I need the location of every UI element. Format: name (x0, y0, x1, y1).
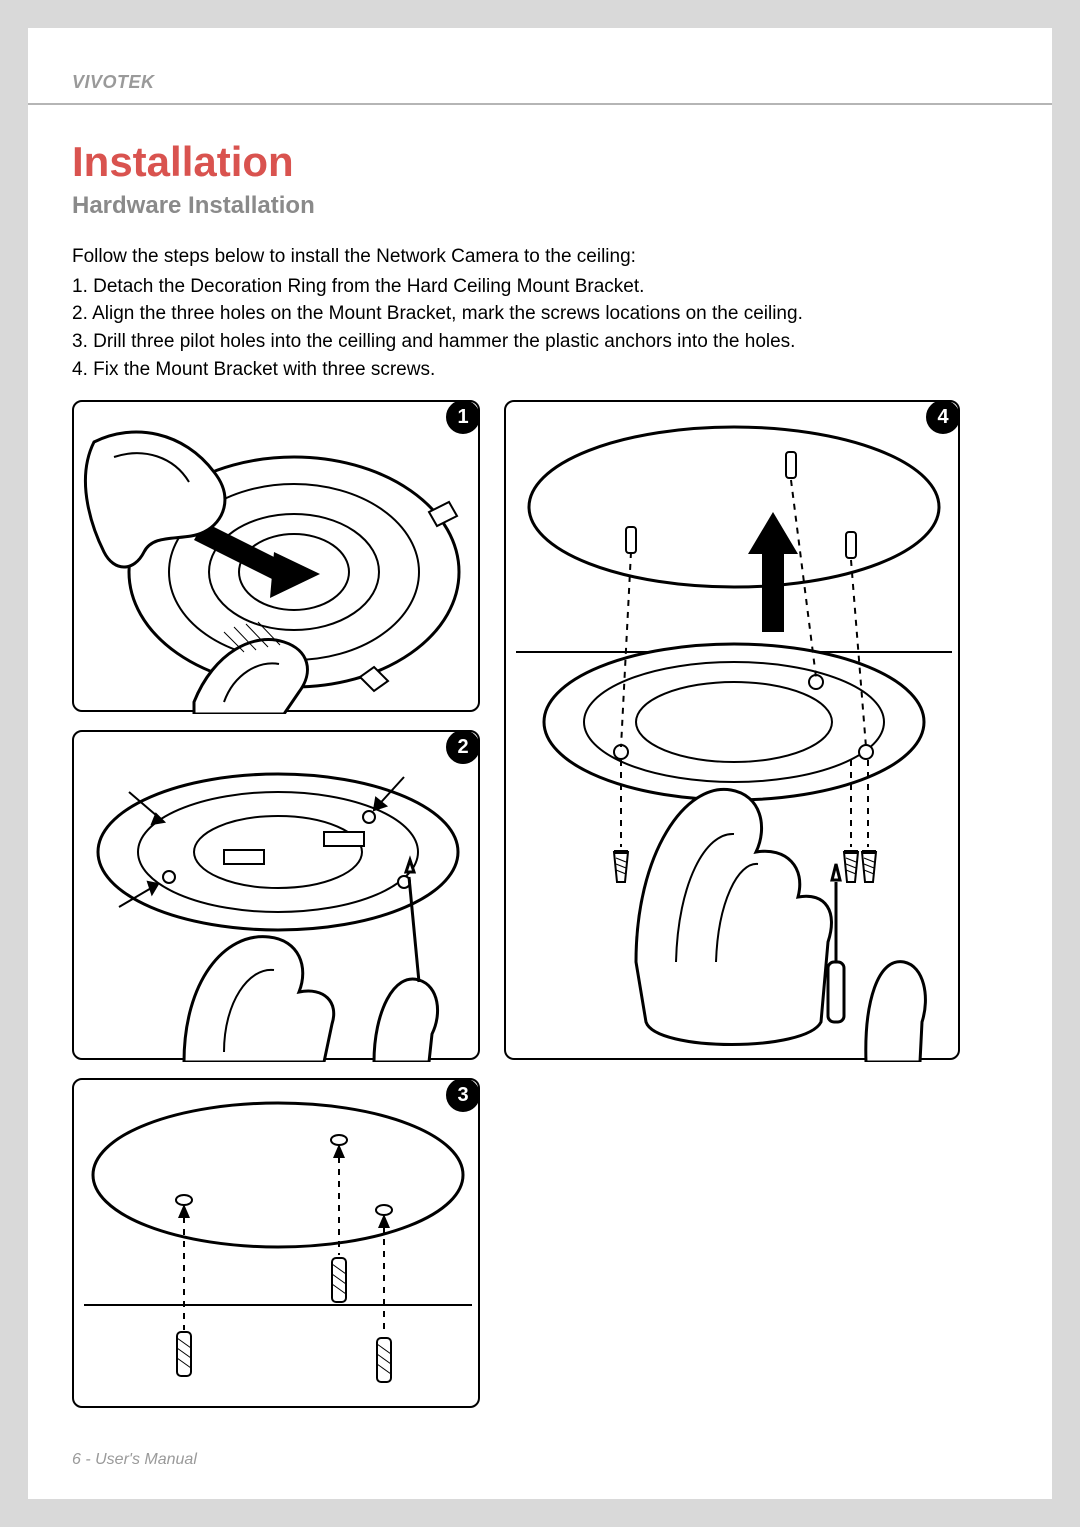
step-3: 3. Drill three pilot holes into the ceil… (72, 329, 1008, 355)
figure-panel-3: 3 (72, 1078, 480, 1408)
figure-4-illustration (506, 402, 962, 1062)
figure-2-illustration (74, 732, 482, 1062)
page-sheet: VIVOTEK Installation Hardware Installati… (28, 28, 1052, 1499)
figure-panel-2: 2 (72, 730, 480, 1060)
intro-text: Follow the steps below to install the Ne… (72, 244, 1008, 270)
step-4: 4. Fix the Mount Bracket with three scre… (72, 357, 1008, 383)
figure-badge-1: 1 (446, 400, 480, 434)
figure-panel-4: 4 (504, 400, 960, 1060)
header-rule: VIVOTEK (28, 72, 1052, 105)
figure-panel-1: 1 (72, 400, 480, 712)
page-background: VIVOTEK Installation Hardware Installati… (0, 0, 1080, 1527)
figure-col-right: 4 (504, 400, 960, 1408)
step-2: 2. Align the three holes on the Mount Br… (72, 301, 1008, 327)
step-1: 1. Detach the Decoration Ring from the H… (72, 274, 1008, 300)
figure-badge-3: 3 (446, 1078, 480, 1112)
footer-text: 6 - User's Manual (72, 1451, 197, 1469)
page-subtitle: Hardware Installation (72, 192, 1008, 220)
page-title: Installation (72, 138, 1008, 186)
content-area: Installation Hardware Installation Follo… (72, 138, 1008, 1408)
figure-col-left: 1 (72, 400, 480, 1408)
figure-badge-2: 2 (446, 730, 480, 764)
figure-badge-4: 4 (926, 400, 960, 434)
brand-label: VIVOTEK (72, 72, 1052, 93)
figure-3-illustration (74, 1080, 482, 1410)
figure-1-illustration (74, 402, 482, 714)
figure-grid: 1 (72, 400, 1008, 1408)
